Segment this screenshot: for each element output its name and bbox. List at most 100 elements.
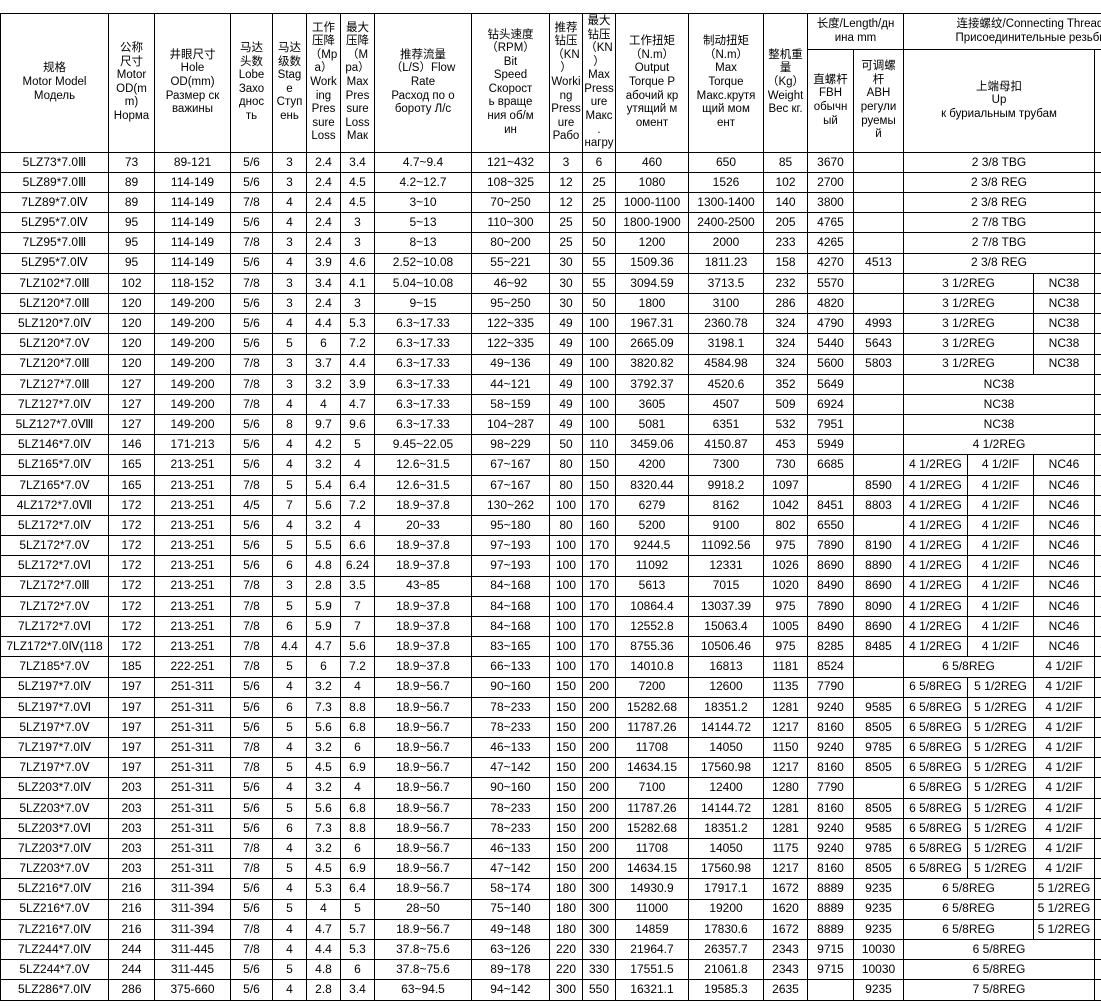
cell-length-fbh: 8889 [807, 898, 854, 920]
cell-output-torque: 7100 [615, 777, 689, 799]
cell-thread-down: 3 1/2REG [1093, 292, 1101, 315]
cell-stage: 5 [272, 333, 307, 355]
cell-motor-model: 5LZ286*7.0Ⅳ [0, 979, 109, 1001]
cell-thread-down: 3 1/2REG [1093, 272, 1101, 294]
cell-thread-down: 3 1/2REG [1093, 393, 1101, 416]
cell-motor-model: 7LZ185*7.0Ⅴ [0, 656, 109, 678]
cell-max-pressure-loss: 3 [340, 212, 375, 234]
cell-thread-up: 4 1/2IF [1033, 797, 1095, 819]
cell-bit-speed: 90~160 [471, 777, 550, 799]
cell-lobe: 7/8 [230, 232, 273, 254]
cell-bit-speed: 44~121 [471, 373, 550, 395]
cell-output-torque: 1080 [615, 171, 689, 194]
cell-max-torque: 17917.1 [688, 878, 764, 900]
cell-bit-speed: 78~233 [471, 817, 550, 840]
cell-hole-od: 213-251 [154, 636, 231, 658]
cell-motor-od: 95 [108, 252, 155, 274]
cell-working-pressure: 150 [549, 757, 583, 779]
cell-thread-up: NC38 [1033, 313, 1095, 335]
header-motor-model-zh: 规格 [43, 62, 66, 75]
cell-lobe: 5/6 [230, 716, 273, 739]
cell-thread-up: NC38 [1033, 272, 1095, 294]
cell-motor-model: 5LZ95*7.0Ⅳ [0, 252, 109, 274]
cell-max-pressure-loss: 6.9 [340, 858, 375, 880]
cell-thread-down: 4 1/2REG [1093, 494, 1101, 517]
cell-motor-model: 7LZ197*7.0Ⅳ [0, 737, 109, 759]
cell-output-torque: 1000-1100 [615, 191, 689, 214]
cell-motor-od: 165 [108, 454, 155, 476]
cell-motor-od: 203 [108, 837, 155, 860]
cell-weight: 1042 [763, 494, 808, 517]
cell-max-pressure: 100 [582, 414, 616, 436]
cell-stage: 5 [272, 656, 307, 678]
cell-lobe: 7/8 [230, 636, 273, 658]
cell-working-pressure: 100 [549, 535, 583, 557]
cell-flow-rate: 18.9~37.8 [374, 615, 472, 638]
cell-weight: 802 [763, 514, 808, 537]
cell-thread-up: 5 1/2REG [967, 716, 1034, 739]
cell-thread-down: 4 1/2REG [1093, 434, 1101, 456]
cell-flow-rate: 18.9~37.8 [374, 636, 472, 658]
cell-motor-model: 5LZ89*7.0Ⅲ [0, 171, 109, 194]
cell-motor-model: 7LZ216*7.0Ⅳ [0, 918, 109, 940]
cell-working-pressure-loss: 2.4 [306, 292, 341, 315]
cell-thread-down: 6 5/8REG [1093, 777, 1101, 799]
cell-length-fbh: 5570 [807, 272, 854, 294]
cell-flow-rate: 18.9~56.7 [374, 716, 472, 739]
cell-thread-up: NC46 [1033, 514, 1095, 537]
cell-thread-up: 3 1/2REG [903, 272, 1034, 294]
cell-lobe: 5/6 [230, 313, 273, 335]
cell-max-torque: 4520.6 [688, 373, 764, 395]
cell-thread-up: 7 5/8REG [903, 979, 1095, 1001]
cell-output-torque: 9244.5 [615, 535, 689, 557]
cell-max-pressure: 170 [582, 656, 616, 678]
cell-weight: 1026 [763, 555, 808, 577]
cell-thread-up: NC46 [1033, 494, 1095, 517]
cell-weight: 2343 [763, 959, 808, 981]
cell-working-pressure-loss: 5.9 [306, 595, 341, 617]
cell-stage: 4 [272, 878, 307, 900]
header-max-pressure: 最大 钻压 （KN） Max Press ure Макс. нагру [582, 13, 616, 153]
table-row: 7LZ172*7.0Ⅵ 172 213-251 7/8 6 5.9 7 18.9~37.8 84… [0, 615, 1101, 638]
cell-stage: 4.4 [272, 636, 307, 658]
cell-max-pressure-loss: 4.4 [340, 353, 375, 375]
cell-working-pressure: 150 [549, 777, 583, 799]
cell-bit-speed: 47~142 [471, 757, 550, 779]
cell-lobe: 7/8 [230, 858, 273, 880]
cell-thread-up: 5 1/2REG [967, 837, 1034, 860]
cell-thread-up: 2 7/8 TBG [903, 212, 1095, 234]
cell-stage: 6 [272, 555, 307, 577]
cell-thread-down: 4 1/2REG [1093, 575, 1101, 597]
cell-max-pressure: 200 [582, 797, 616, 819]
cell-max-torque: 11092.56 [688, 535, 764, 557]
cell-working-pressure: 150 [549, 817, 583, 840]
cell-thread-up: 6 5/8REG [903, 858, 968, 880]
cell-max-pressure: 200 [582, 757, 616, 779]
cell-working-pressure-loss: 3.2 [306, 454, 341, 476]
cell-weight: 1620 [763, 898, 808, 920]
cell-thread-up: NC38 [1033, 333, 1095, 355]
cell-output-torque: 3792.37 [615, 373, 689, 395]
cell-output-torque: 4200 [615, 454, 689, 476]
cell-thread-down: 6 5/8REG [1093, 858, 1101, 880]
cell-thread-up: 6 5/8REG [903, 817, 968, 840]
cell-thread-up: 6 5/8REG [903, 898, 1034, 920]
cell-motor-od: 197 [108, 737, 155, 759]
cell-bit-speed: 122~335 [471, 333, 550, 355]
cell-thread-down: 2 3/8REG [1093, 171, 1101, 194]
cell-max-pressure-loss: 7 [340, 595, 375, 617]
cell-length-abh: 8090 [853, 595, 904, 617]
cell-lobe: 7/8 [230, 737, 273, 759]
cell-lobe: 7/8 [230, 837, 273, 860]
cell-thread-up: 4 1/2IF [967, 595, 1034, 617]
cell-flow-rate: 18.9~56.7 [374, 676, 472, 698]
cell-length-abh [853, 232, 904, 254]
cell-max-pressure: 100 [582, 333, 616, 355]
cell-motor-model: 5LZ216*7.0Ⅴ [0, 898, 109, 920]
cell-output-torque: 5081 [615, 414, 689, 436]
cell-lobe: 5/6 [230, 414, 273, 436]
cell-thread-up: 4 1/2IF [1033, 716, 1095, 739]
cell-motor-model: 5LZ127*7.0Ⅷ [0, 414, 109, 436]
cell-thread-up: NC46 [1033, 555, 1095, 577]
cell-thread-down: 6 5/8REG [1093, 898, 1101, 920]
